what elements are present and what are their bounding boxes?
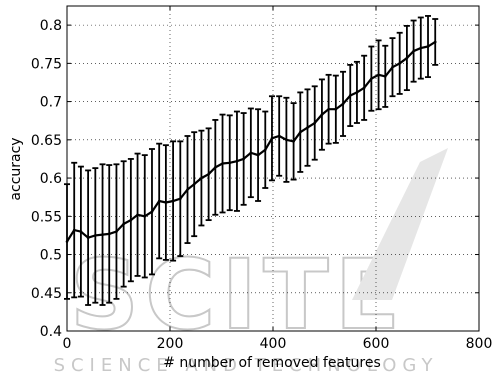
x-axis-label: # number of removed features [163,355,381,371]
y-tick-label: 0.55 [31,209,62,225]
y-tick-label: 0.65 [31,133,62,149]
series-group [65,40,437,243]
y-tick-label: 0.5 [40,248,62,264]
x-tick-label: 600 [363,336,390,352]
y-tick-label: 0.45 [31,286,62,302]
watermark-sub-text: SCIENCE AND TECHNOLOGY [54,355,439,373]
x-tick-label: 400 [260,336,287,352]
y-tick-label: 0.8 [40,18,62,34]
x-tick-label: 200 [157,336,184,352]
y-tick-label: 0.6 [40,171,62,187]
y-tick-label: 0.75 [31,56,62,72]
tick-labels: 0 200 400 600 800 0.4 0.45 0.5 0.55 0.6 0.65 0.7 0.7… [31,18,493,352]
y-axis-label: accuracy [8,137,24,200]
watermark-slash-shape [352,148,448,300]
x-tick-label: 800 [466,336,493,352]
y-tick-label: 0.7 [40,95,62,111]
axis-ticks [66,6,480,332]
accuracy-line [66,40,436,243]
y-tick-label: 0.4 [40,324,62,340]
x-tick-label: 0 [63,336,72,352]
